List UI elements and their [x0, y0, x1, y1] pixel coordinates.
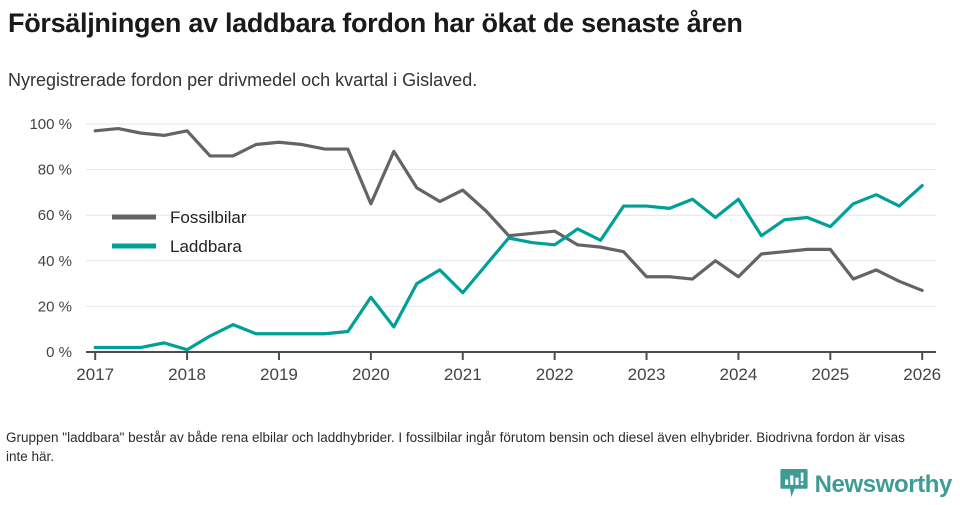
page-subtitle: Nyregistrerade fordon per drivmedel och …: [8, 70, 478, 90]
x-axis-tick-label: 2026: [903, 365, 941, 384]
line-chart: 0 % 20 % 40 % 60 % 80 % 100 % 2017 2018 2019 2020…: [29, 116, 941, 384]
page-title: Försäljningen av laddbara fordon har öka…: [8, 8, 743, 38]
y-axis-tick-label: 60 %: [38, 207, 72, 224]
x-axis-tick-label: 2019: [260, 365, 298, 384]
x-axis-tick-label: 2018: [168, 365, 206, 384]
x-axis-tick-label: 2022: [536, 365, 574, 384]
series-line-fossilbilar: [93, 126, 924, 293]
y-axis-tick-label: 20 %: [38, 298, 72, 315]
x-axis-tick-label: 2023: [628, 365, 666, 384]
x-axis-tick-label: 2017: [76, 365, 114, 384]
series-line-laddbara: [93, 183, 924, 352]
chart-footnote: Gruppen "laddbara" består av både rena e…: [6, 430, 905, 464]
x-axis-tick-label: 2021: [444, 365, 482, 384]
bar-chart-speech-bubble-icon: [780, 468, 808, 503]
legend-label[interactable]: Laddbara: [170, 237, 242, 256]
legend-label[interactable]: Fossilbilar: [170, 208, 247, 227]
y-axis-tick-label: 0 %: [46, 344, 72, 361]
newsworthy-logo: Newsworthy: [780, 468, 953, 503]
logo-wordmark: Newsworthy: [814, 471, 953, 498]
y-axis-tick-label: 80 %: [38, 162, 72, 179]
x-axis-tick-label: 2024: [720, 365, 758, 384]
chart-container: 0 % 20 % 40 % 60 % 80 % 100 % 2017 2018 2019 2020…: [0, 104, 960, 394]
x-axis-tick-label: 2025: [811, 365, 849, 384]
x-axis-tick-label: 2020: [352, 365, 390, 384]
y-axis-tick-label: 100 %: [29, 116, 72, 133]
y-axis-tick-label: 40 %: [38, 253, 72, 270]
